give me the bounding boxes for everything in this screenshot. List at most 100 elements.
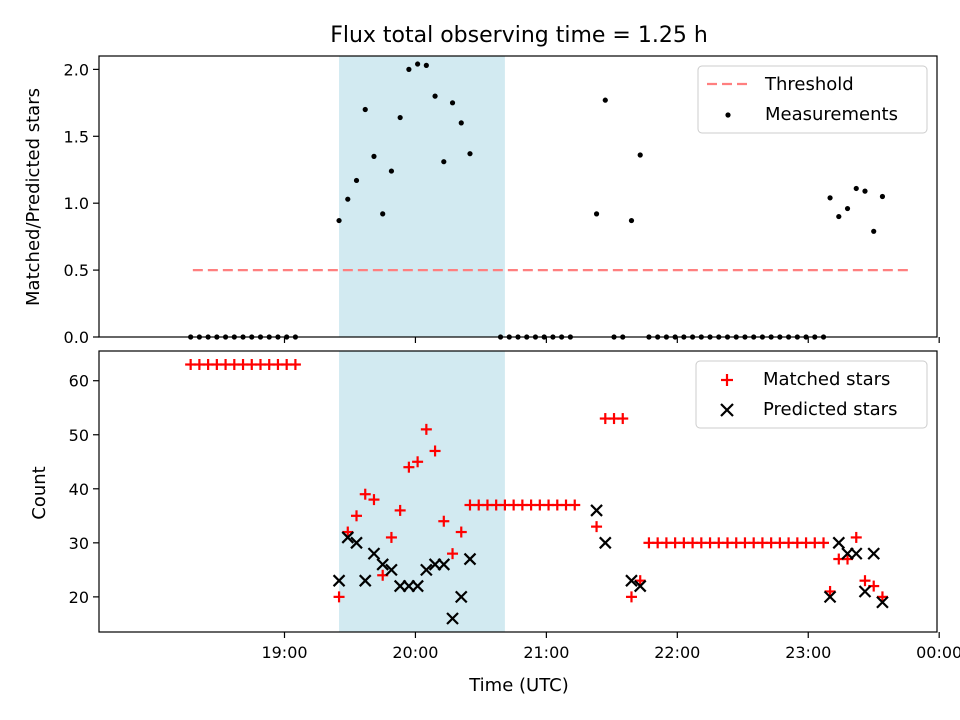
- top-legend: Threshold Measurements: [697, 65, 928, 134]
- matched-star-point: [824, 585, 836, 597]
- y-tick-label: 60: [69, 372, 89, 391]
- predicted-star-point: [332, 574, 346, 587]
- predicted-star-point: [437, 558, 451, 571]
- legend-matched-swatch: [721, 374, 733, 386]
- matched-star-point: [818, 537, 830, 549]
- measurement-point: [844, 205, 851, 212]
- matched-star-point: [634, 575, 646, 587]
- top-y-label: Matched/Predicted stars: [23, 88, 44, 306]
- x-tick-label: 00:00: [916, 643, 960, 662]
- measurement-point: [441, 159, 447, 165]
- matched-star-point: [438, 515, 450, 527]
- bottom-legend: Matched stars Predicted stars: [695, 360, 928, 429]
- y-tick-label: 20: [69, 588, 89, 607]
- x-tick-label: 19:00: [261, 643, 307, 662]
- measurement-point: [449, 100, 456, 106]
- measurement-point: [432, 93, 438, 99]
- figure-title: Flux total observing time = 1.25 h: [330, 23, 708, 48]
- predicted-star-point: [411, 579, 424, 593]
- measurement-point: [345, 196, 351, 202]
- predicted-star-point: [633, 579, 647, 593]
- measurement-point: [628, 217, 635, 224]
- y-tick-label: 50: [69, 426, 89, 445]
- predicted-star-point: [341, 531, 355, 544]
- predicted-star-point: [625, 574, 638, 587]
- bottom-axes-frame: [98, 350, 938, 633]
- predicted-star-point: [463, 552, 477, 566]
- matched-star-point: [333, 591, 345, 603]
- predicted-star-point: [832, 536, 846, 550]
- predicted-star-point: [858, 585, 872, 598]
- measurement-point: [423, 62, 429, 68]
- top-highlight-span: [339, 56, 505, 337]
- predicted-star-point: [849, 547, 863, 560]
- y-tick-label: 2.0: [64, 60, 89, 79]
- matched-star-point: [625, 591, 637, 603]
- matched-star-point: [403, 461, 415, 473]
- measurement-point: [406, 66, 412, 72]
- y-tick-label: 40: [69, 480, 89, 499]
- bottom-highlight-span: [339, 351, 505, 632]
- x-tick-label: 20:00: [392, 643, 438, 662]
- matched-star-point: [876, 591, 888, 603]
- top-x-ticks: [283, 337, 940, 343]
- legend-threshold-label: Threshold: [764, 74, 854, 95]
- x-tick-label: 23:00: [785, 643, 831, 662]
- measurement-point: [380, 211, 386, 217]
- matched-star-point: [455, 526, 467, 538]
- measurement-point: [593, 211, 600, 217]
- measurement-point: [827, 195, 833, 201]
- matched-star-point: [412, 456, 424, 468]
- measurement-point: [467, 151, 473, 157]
- legend-measurements-swatch: [725, 112, 731, 118]
- matched-star-point: [617, 413, 629, 425]
- bottom-x-label: Time (UTC): [468, 675, 569, 696]
- matched-star-point: [420, 423, 432, 435]
- top-y-axis: 0.0 0.5 1.0 1.5 2.0: [64, 60, 99, 347]
- predicted-star-point: [876, 596, 889, 609]
- measurement-point: [397, 114, 403, 121]
- legend-matched-label: Matched stars: [763, 369, 890, 390]
- predicted-star-point: [420, 563, 433, 577]
- top-legend-box: [697, 65, 928, 134]
- measurement-point: [879, 193, 886, 200]
- top-panel: 0.00.51.01.52.0 Matched/Predicted stars …: [23, 55, 940, 347]
- measurement-point: [336, 217, 342, 224]
- predicted-star-point: [446, 612, 459, 625]
- predicted-star-point: [367, 547, 381, 560]
- x-tick-label: 21:00: [523, 643, 569, 662]
- y-tick-label: 0.0: [64, 328, 89, 347]
- predicted-star-point: [599, 536, 612, 550]
- measurement-point: [353, 177, 360, 184]
- measurement-point: [388, 168, 395, 174]
- legend-predicted-label: Predicted stars: [763, 399, 897, 420]
- measurement-point: [458, 120, 464, 126]
- y-tick-label: 1.0: [64, 194, 89, 213]
- matched-star-point: [569, 499, 581, 511]
- measurement-point: [415, 61, 421, 67]
- predicted-star-point: [454, 590, 468, 604]
- matched-star-point: [385, 531, 397, 543]
- matched-star-point: [591, 521, 603, 533]
- matched-star-point: [342, 526, 354, 538]
- predicted-star-point: [590, 504, 603, 517]
- predicted-star-point: [823, 590, 837, 604]
- measurement-point: [637, 152, 643, 158]
- bottom-y-axis: 20 30 40 50 60: [69, 372, 99, 607]
- matched-star-point: [289, 359, 301, 371]
- predicted-star-point: [376, 558, 389, 571]
- predicted-star-point: [385, 563, 398, 577]
- bottom-x-axis: 19:00 20:00 21:00 22:00 23:00 00:00: [261, 632, 960, 662]
- matched-star-point: [850, 531, 862, 543]
- measurement-point: [362, 106, 368, 113]
- y-tick-label: 0.5: [64, 261, 89, 280]
- legend-predicted-swatch: [720, 403, 734, 417]
- matched-star-point: [447, 548, 459, 560]
- measurement-point: [862, 188, 868, 194]
- x-tick-label: 22:00: [654, 643, 700, 662]
- measurement-point: [853, 185, 859, 192]
- matched-star-point: [429, 445, 441, 457]
- top-axes-frame: [98, 55, 938, 338]
- measurement-point: [836, 213, 842, 220]
